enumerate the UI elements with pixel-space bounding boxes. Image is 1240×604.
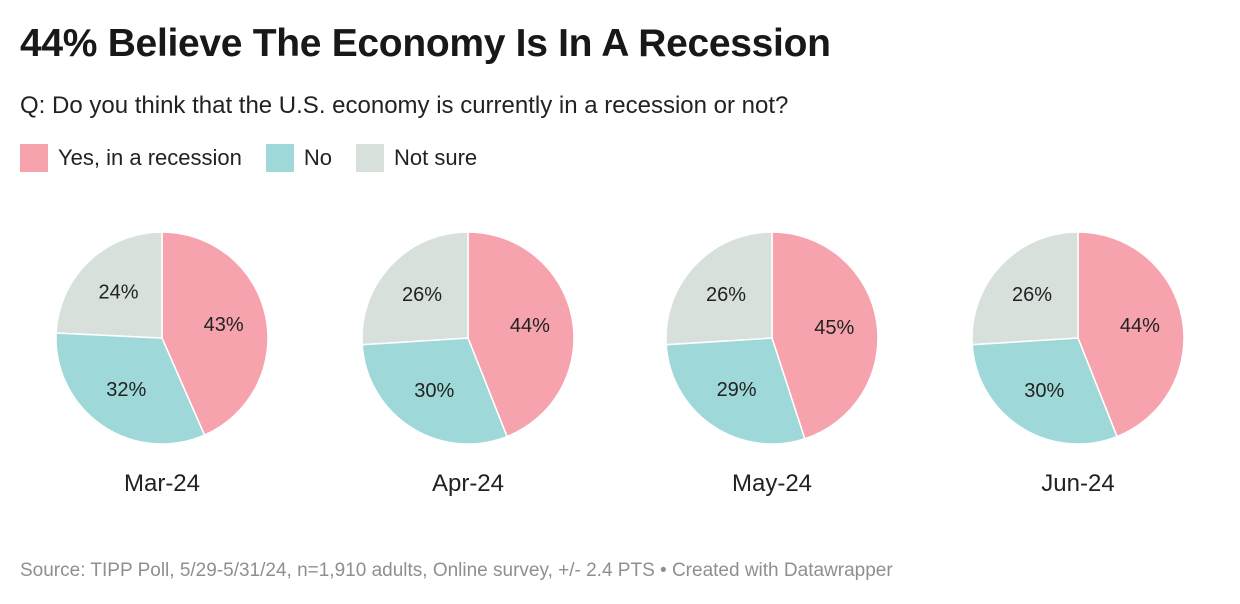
pie-slice-yes bbox=[771, 231, 879, 440]
legend-label-no: No bbox=[303, 145, 332, 170]
slice-label-yes: 44% bbox=[510, 315, 550, 337]
slice-label-not-sure: 26% bbox=[402, 284, 442, 306]
pie-apr-24: 44% 30% 26% Apr-24 bbox=[361, 231, 575, 497]
pie-slice-not-sure bbox=[665, 231, 773, 346]
pie-jun-24: 44% 30% 26% Jun-24 bbox=[971, 231, 1185, 497]
pie-slice-not-sure bbox=[361, 231, 469, 346]
slice-label-not-sure: 26% bbox=[706, 284, 746, 306]
legend-swatch-no bbox=[265, 144, 294, 172]
pie-period-label: Jun-24 bbox=[1041, 470, 1114, 497]
pie-slice-not-sure bbox=[971, 231, 1079, 346]
legend-label-not-sure: Not sure bbox=[393, 145, 478, 170]
pie-slice-no bbox=[971, 337, 1118, 445]
chart-title: 44% Believe The Economy Is In A Recessio… bbox=[20, 22, 831, 65]
legend-label-yes: Yes, in a recession bbox=[58, 145, 242, 170]
slice-label-yes: 43% bbox=[204, 314, 244, 336]
slice-label-not-sure: 26% bbox=[1012, 284, 1052, 306]
source-note: Source: TIPP Poll, 5/29-5/31/24, n=1,910… bbox=[20, 560, 893, 581]
slice-label-no: 30% bbox=[414, 380, 454, 402]
slice-label-no: 30% bbox=[1024, 380, 1064, 402]
legend-item-yes: Yes, in a recession bbox=[20, 144, 242, 172]
legend-swatch-not-sure bbox=[355, 144, 384, 172]
slice-label-no: 29% bbox=[717, 379, 757, 401]
pie-period-label: Apr-24 bbox=[432, 470, 504, 497]
pie-slice-not-sure bbox=[55, 231, 163, 339]
pie-may-24: 45% 29% 26% May-24 bbox=[665, 231, 879, 497]
pie-slice-yes bbox=[467, 231, 575, 438]
slice-label-no: 32% bbox=[106, 379, 146, 401]
slice-label-yes: 44% bbox=[1120, 315, 1160, 337]
legend-swatch-yes bbox=[20, 144, 48, 172]
slice-label-not-sure: 24% bbox=[99, 281, 139, 303]
legend: Yes, in a recession No Not sure bbox=[20, 144, 501, 172]
chart-subtitle: Q: Do you think that the U.S. economy is… bbox=[20, 92, 789, 119]
pie-slice-no bbox=[665, 337, 806, 445]
slice-label-yes: 45% bbox=[814, 317, 854, 339]
pie-period-label: May-24 bbox=[732, 470, 812, 497]
pie-slice-yes bbox=[1077, 231, 1185, 438]
pie-slice-yes bbox=[161, 231, 269, 437]
legend-item-not-sure: Not sure bbox=[355, 144, 478, 172]
pie-slice-no bbox=[55, 332, 206, 445]
pie-mar-24: 43% 32% 24% Mar-24 bbox=[55, 231, 269, 497]
pie-slice-no bbox=[361, 337, 508, 445]
legend-item-no: No bbox=[265, 144, 332, 172]
pie-period-label: Mar-24 bbox=[124, 470, 200, 497]
